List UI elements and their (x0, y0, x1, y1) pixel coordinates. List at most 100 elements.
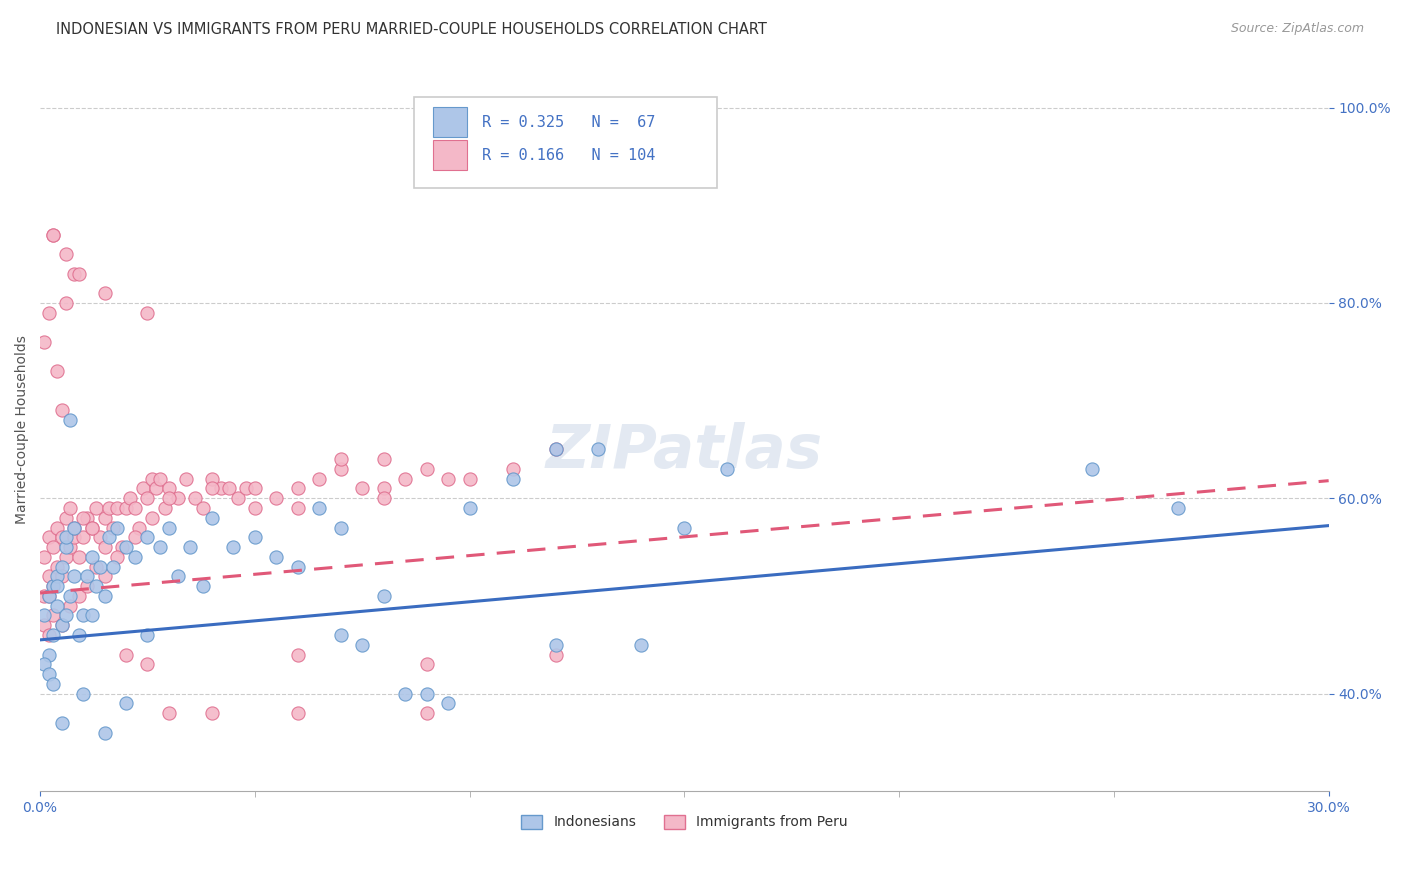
Point (437, 697, 460, 711)
Point (201, 706, 224, 720)
Point (46, 579, 69, 593)
Point (101, 559, 124, 574)
Point (93, 540, 115, 554)
Point (415, 462, 437, 476)
Point (415, 706, 437, 720)
Point (107, 520, 129, 534)
Text: ZIPatlas: ZIPatlas (546, 422, 823, 481)
Point (80, 608, 103, 623)
Point (55, 608, 77, 623)
Point (153, 501, 176, 516)
Point (544, 648, 567, 662)
Point (34, 657, 56, 672)
Point (157, 706, 180, 720)
Point (128, 520, 150, 534)
Point (38, 628, 60, 642)
Point (329, 462, 352, 476)
Point (46, 559, 69, 574)
Point (287, 482, 309, 496)
Point (34, 608, 56, 623)
FancyBboxPatch shape (413, 97, 717, 188)
Point (107, 501, 129, 516)
Point (201, 510, 224, 524)
Point (243, 482, 266, 496)
Point (502, 462, 524, 476)
Point (51, 569, 73, 583)
Point (141, 472, 163, 486)
Point (42, 608, 65, 623)
Point (46, 364, 69, 378)
Point (93, 725, 115, 739)
Point (93, 569, 115, 583)
Point (218, 482, 240, 496)
Point (51, 618, 73, 632)
Point (201, 472, 224, 486)
Point (630, 638, 652, 652)
Point (544, 442, 567, 457)
Point (352, 482, 374, 496)
Point (166, 569, 188, 583)
Text: R = 0.325   N =  67: R = 0.325 N = 67 (482, 114, 655, 129)
Point (157, 482, 180, 496)
Point (111, 540, 134, 554)
Point (34, 589, 56, 603)
Point (51, 530, 73, 544)
Point (38, 589, 60, 603)
FancyBboxPatch shape (433, 107, 467, 137)
Point (136, 491, 159, 506)
Point (193, 579, 215, 593)
Point (76, 579, 98, 593)
Point (124, 549, 146, 564)
Point (149, 472, 172, 486)
Point (373, 452, 395, 467)
Point (544, 442, 567, 457)
Point (136, 530, 159, 544)
Point (93, 589, 115, 603)
Point (97, 501, 120, 516)
Point (67, 628, 90, 642)
Point (373, 589, 395, 603)
Point (38, 530, 60, 544)
Point (72, 530, 94, 544)
Point (72, 608, 94, 623)
Point (287, 559, 309, 574)
Point (67, 549, 90, 564)
Point (415, 687, 437, 701)
Point (243, 501, 266, 516)
Point (42, 579, 65, 593)
Point (93, 510, 115, 524)
Point (141, 510, 163, 524)
Point (394, 472, 416, 486)
Point (42, 579, 65, 593)
Point (201, 482, 224, 496)
Text: INDONESIAN VS IMMIGRANTS FROM PERU MARRIED-COUPLE HOUSEHOLDS CORRELATION CHART: INDONESIAN VS IMMIGRANTS FROM PERU MARRI… (56, 22, 768, 37)
Point (329, 628, 352, 642)
Point (89, 530, 111, 544)
Point (266, 491, 288, 506)
Point (72, 510, 94, 524)
Point (63, 267, 86, 281)
Point (38, 569, 60, 583)
Point (55, 549, 77, 564)
Point (124, 530, 146, 544)
Point (136, 628, 159, 642)
Point (38, 667, 60, 681)
Point (55, 540, 77, 554)
Point (67, 267, 90, 281)
Point (136, 306, 159, 320)
Point (329, 452, 352, 467)
Point (84, 579, 107, 593)
Point (157, 491, 180, 506)
Point (59, 599, 82, 613)
Point (34, 549, 56, 564)
Point (59, 413, 82, 427)
Point (93, 286, 115, 301)
Point (51, 715, 73, 730)
Point (222, 540, 245, 554)
Point (76, 569, 98, 583)
Point (42, 628, 65, 642)
Point (38, 589, 60, 603)
Point (458, 501, 481, 516)
Point (673, 520, 696, 534)
Point (46, 599, 69, 613)
